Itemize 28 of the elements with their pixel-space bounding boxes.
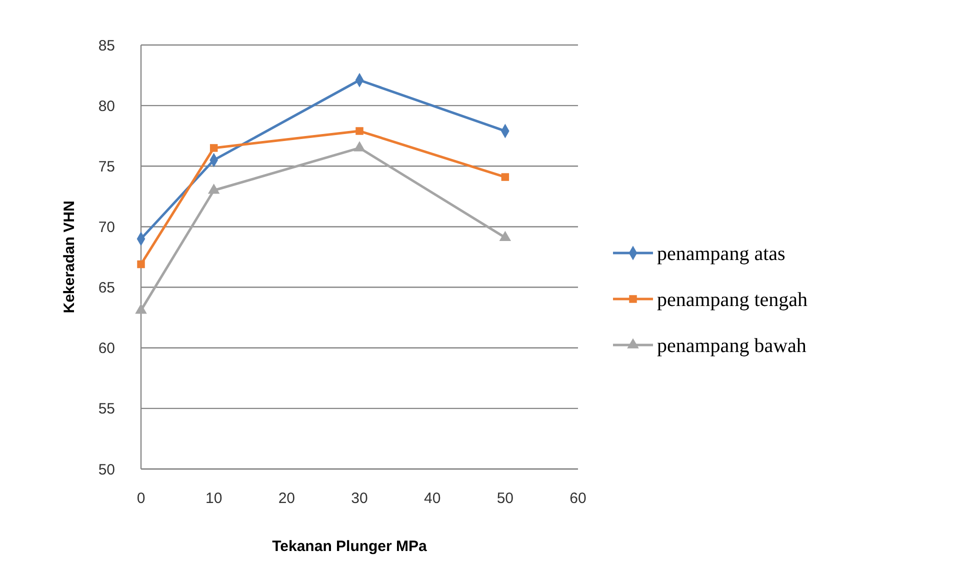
y-tick-label: 50 [98, 461, 115, 478]
y-tick-label: 70 [98, 218, 115, 236]
y-axis-title: Kekeradan VHN [61, 200, 78, 314]
x-tick-label: 40 [424, 490, 441, 507]
point [354, 141, 366, 152]
legend-label: penampang tengah [657, 289, 808, 311]
point [499, 230, 512, 242]
y-tick-label: 55 [98, 400, 115, 418]
point [501, 173, 510, 181]
point [135, 304, 147, 314]
x-tick-label: 0 [136, 490, 146, 507]
point [137, 260, 145, 268]
x-tick-label: 50 [496, 490, 514, 507]
point [208, 184, 220, 194]
point [356, 127, 364, 135]
x-tick-label: 60 [570, 490, 586, 507]
y-tick-label: 80 [98, 98, 115, 115]
x-tick-label: 30 [351, 490, 368, 507]
legend-label: penampang bawah [657, 335, 806, 357]
y-tick-label: 60 [98, 340, 115, 358]
x-tick-label: 20 [278, 490, 296, 507]
x-tick-label: 10 [205, 490, 222, 507]
y-tick-label: 85 [98, 37, 115, 54]
y-tick-label: 75 [98, 158, 115, 176]
y-tick-label: 65 [98, 280, 115, 297]
point [210, 144, 218, 152]
x-axis-title: Tekanan Plunger MPa [272, 538, 428, 555]
legend-label: penampang atas [657, 243, 786, 265]
